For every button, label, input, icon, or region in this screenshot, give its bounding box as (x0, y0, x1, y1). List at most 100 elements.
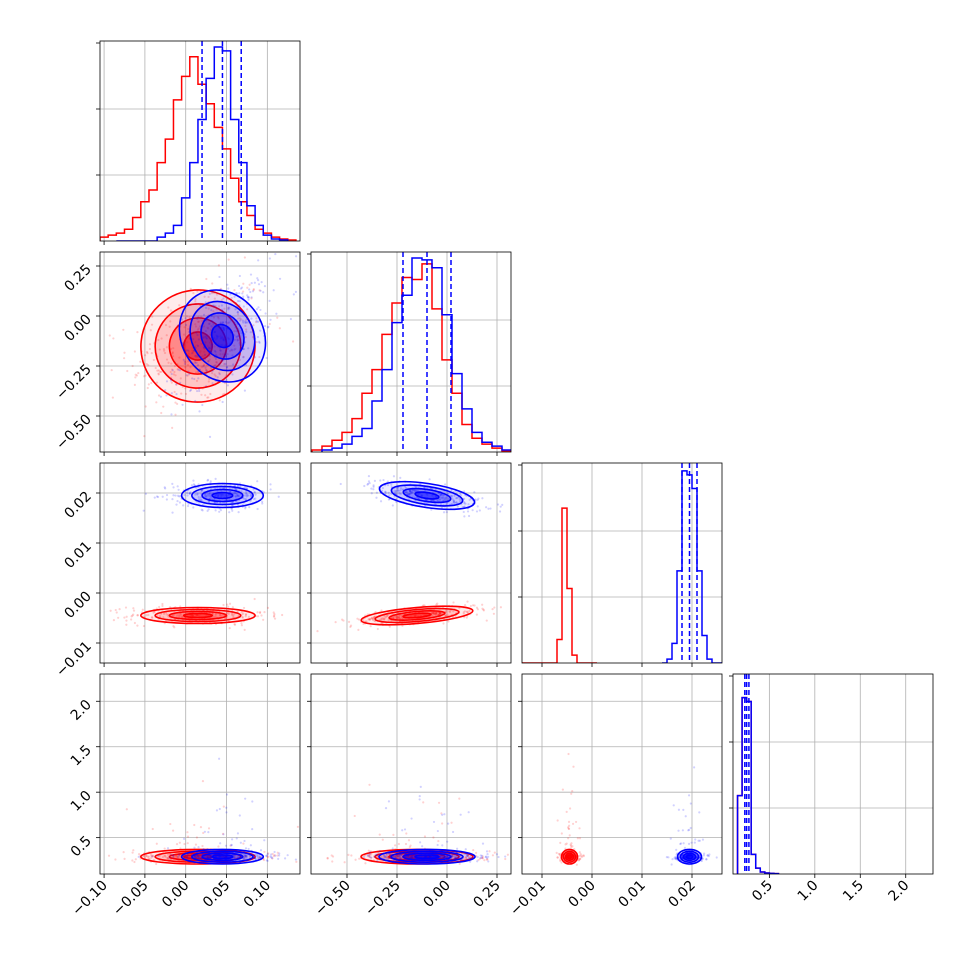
scatter-point-red (144, 405, 147, 408)
scatter-point-blue (233, 348, 236, 351)
scatter-point-blue (142, 509, 145, 512)
scatter-point-blue (277, 857, 280, 860)
scatter-point-red (272, 855, 275, 858)
scatter-point-blue (231, 509, 234, 512)
scatter-point-blue (409, 490, 412, 493)
scatter-point-blue (678, 856, 681, 859)
scatter-point-blue (204, 855, 207, 858)
scatter-point-blue (176, 856, 180, 859)
scatter-point-blue (681, 829, 684, 832)
scatter-point-blue (373, 479, 377, 482)
scatter-point-red (215, 360, 218, 364)
scatter-point-red (395, 854, 398, 857)
scatter-point-red (245, 854, 248, 857)
scatter-point-blue (379, 479, 382, 482)
scatter-point-blue (212, 322, 215, 326)
scatter-point-blue (406, 492, 409, 495)
scatter-point-red (432, 612, 436, 615)
scatter-point-blue (268, 299, 271, 302)
scatter-point-blue (384, 856, 387, 859)
scatter-point-blue (198, 410, 201, 413)
scatter-point-red (194, 325, 198, 328)
scatter-point-red (147, 613, 150, 617)
scatter-point-blue (473, 491, 476, 494)
scatter-point-blue (466, 854, 469, 857)
scatter-point-blue (203, 855, 206, 858)
scatter-point-blue (208, 492, 211, 495)
scatter-point-blue (235, 492, 238, 496)
scatter-point-blue (671, 858, 674, 861)
scatter-point-blue (419, 841, 422, 844)
scatter-point-red (386, 855, 389, 859)
scatter-point-red (449, 610, 452, 614)
scatter-point-red (493, 851, 496, 854)
scatter-point-blue (363, 484, 366, 488)
panel-frame-1-1 (310, 251, 512, 453)
scatter-point-red (472, 849, 475, 852)
scatter-point-red (256, 615, 260, 618)
scatter-point-blue (456, 854, 459, 857)
scatter-point-blue (233, 856, 236, 859)
scatter-point-blue (250, 282, 253, 285)
scatter-point-blue (179, 381, 182, 384)
scatter-point-blue (186, 349, 190, 352)
scatter-point-blue (237, 856, 240, 859)
scatter-point-blue (224, 844, 228, 847)
scatter-point-red (392, 616, 395, 620)
scatter-point-red (241, 290, 245, 293)
scatter-point-blue (441, 854, 444, 858)
scatter-point-blue (238, 495, 241, 498)
scatter-point-blue (230, 843, 233, 846)
scatter-point-red (145, 614, 148, 617)
scatter-point-blue (243, 497, 246, 500)
scatter-point-red (260, 614, 263, 617)
scatter-point-red (122, 328, 125, 331)
scatter-point-red (165, 613, 168, 616)
scatter-point-red (136, 331, 139, 334)
scatter-point-blue (230, 844, 233, 847)
scatter-point-red (397, 614, 401, 617)
scatter-point-blue (194, 399, 197, 403)
scatter-point-blue (683, 846, 687, 849)
scatter-point-red (241, 615, 244, 619)
scatter-point-red (168, 853, 172, 856)
scatter-point-red (384, 615, 388, 619)
scatter-point-red (145, 363, 148, 366)
scatter-point-blue (391, 855, 394, 858)
scatter-point-red (370, 617, 373, 620)
scatter-point-red (227, 258, 230, 261)
contour-blue (414, 854, 440, 860)
scatter-point-red (579, 857, 582, 860)
scatter-point-blue (209, 347, 213, 350)
scatter-point-red (557, 852, 560, 855)
scatter-point-red (385, 855, 388, 859)
scatter-point-red (458, 607, 461, 610)
scatter-point-red (307, 855, 309, 857)
scatter-point-red (214, 363, 217, 367)
scatter-point-blue (234, 491, 237, 495)
scatter-point-blue (251, 290, 255, 293)
scatter-point-blue (223, 487, 226, 490)
scatter-point-red (167, 361, 170, 364)
scatter-point-blue (185, 349, 188, 352)
scatter-point-red (207, 827, 211, 830)
scatter-point-blue (207, 508, 210, 511)
scatter-point-blue (254, 497, 257, 500)
scatter-point-blue (411, 856, 414, 859)
scatter-point-blue (178, 853, 181, 856)
scatter-point-blue (441, 813, 444, 816)
scatter-point-blue (441, 494, 445, 497)
scatter-point-red (240, 318, 243, 321)
scatter-point-blue (248, 506, 251, 509)
scatter-point-red (245, 318, 248, 321)
y-tick-label: 0.5 (68, 833, 95, 860)
scatter-point-red (215, 293, 219, 296)
scatter-point-blue (200, 499, 203, 502)
scatter-point-red (165, 334, 168, 337)
scatter-point-blue (439, 493, 442, 497)
scatter-point-red (197, 320, 201, 323)
scatter-point-red (176, 368, 179, 371)
scatter-point-blue (275, 312, 278, 315)
scatter-point-blue (388, 494, 391, 497)
scatter-point-red (438, 612, 441, 615)
